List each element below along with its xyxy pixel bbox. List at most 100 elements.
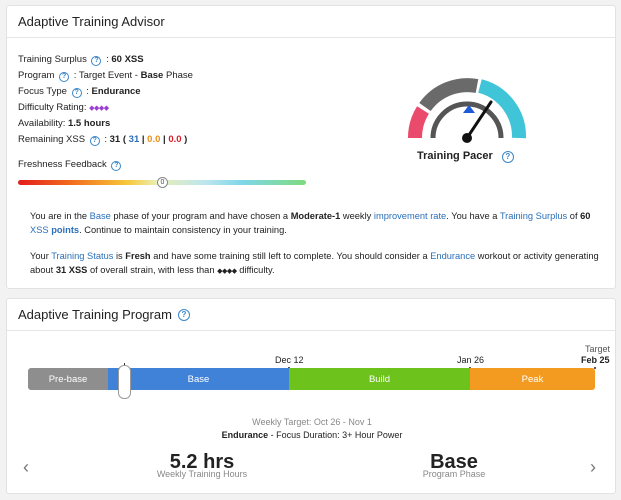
gauge-marker-icon: [463, 105, 475, 113]
phase-pre-base[interactable]: Pre-base: [28, 368, 108, 390]
focus-value: Endurance: [91, 86, 141, 97]
text: weekly: [340, 211, 374, 221]
adaptive-training-advisor-card: Adaptive Training Advisor Training Surpl…: [6, 5, 616, 289]
text: of overall strain, with less than: [87, 264, 218, 275]
gauge-inner-arc: [430, 101, 504, 139]
surplus-label: Training Surplus: [18, 54, 87, 65]
freshness-row: Freshness Feedback ?: [18, 159, 123, 171]
text: is: [113, 251, 126, 261]
pacer-label-text: Training Pacer: [417, 150, 493, 162]
remaining-a: 31: [128, 134, 140, 145]
focus-duration: Endurance - Focus Duration: 3+ Hour Powe…: [7, 430, 617, 440]
gauge-arc-red: [407, 106, 430, 139]
weekly-hours-value: 5.2 hrs: [169, 451, 235, 473]
difficulty-row: Difficulty Rating: ◆◆◆◆: [18, 102, 109, 113]
adaptive-training-program-card: Adaptive Training Program ? Dec 12 Jan 2…: [6, 298, 616, 494]
program-label: Program: [18, 70, 55, 81]
difficulty-diamonds-icon: ◆◆◆◆: [89, 105, 109, 112]
help-icon[interactable]: ?: [177, 308, 190, 321]
focus-bold: Endurance: [221, 430, 269, 440]
availability-row: Availability: 1.5 hours: [18, 118, 110, 129]
program-header: Adaptive Training Program ?: [7, 299, 615, 331]
text: and have some training still left to com…: [150, 251, 431, 261]
text: workout or activity generating about: [30, 251, 599, 275]
text: Base: [89, 211, 111, 221]
timeline-slider-handle[interactable]: [118, 365, 131, 399]
freshness-knob[interactable]: 0: [157, 177, 168, 188]
difficulty-diamonds-icon: ◆◆◆◆: [217, 267, 237, 275]
help-icon[interactable]: ?: [89, 136, 100, 146]
training-pacer-label: Training Pacer ?: [417, 150, 516, 163]
weekly-target: Weekly Target: Oct 26 - Nov 1: [252, 417, 372, 427]
advisor-paragraph-1: You are in the Base phase of your progra…: [30, 210, 600, 237]
help-icon[interactable]: ?: [59, 72, 70, 82]
training-surplus-link[interactable]: Training Surplus: [499, 211, 568, 221]
marker-dot: [594, 367, 596, 369]
remaining-xss-row: Remaining XSS ? : 31 ( 31 | 0.0 | 0.0 ): [18, 134, 188, 146]
text: You are in the: [30, 211, 90, 221]
marker-jan: Jan 26: [457, 355, 485, 365]
advisor-title: Adaptive Training Advisor: [18, 14, 165, 29]
text: . Continue to maintain consistency in yo…: [79, 224, 287, 235]
program-event: Target Event: [78, 70, 133, 81]
help-icon[interactable]: ?: [71, 88, 82, 98]
program-row: Program ? : Target Event - Base Phase: [18, 70, 193, 82]
program-phase: Base: [140, 70, 164, 81]
gauge-hub: [462, 133, 472, 143]
text: 31 XSS: [55, 264, 88, 275]
phase-label: Pre-base: [48, 373, 88, 385]
text: phase of your program and have chosen a: [110, 211, 291, 221]
improvement-rate-link[interactable]: improvement rate: [373, 211, 447, 221]
text: Your: [30, 251, 52, 261]
surplus-value: 60 XSS: [111, 54, 144, 65]
prev-week-chevron-icon[interactable]: ‹: [23, 457, 29, 477]
availability-value: 1.5 hours: [68, 118, 111, 129]
program-phase-suffix: Phase: [163, 70, 193, 81]
help-icon[interactable]: ?: [91, 56, 102, 66]
gauge-arc-cyan: [477, 79, 526, 139]
remaining-label: Remaining XSS: [18, 134, 86, 145]
text: . You have a: [446, 211, 500, 221]
availability-label: Availability:: [18, 118, 66, 129]
phase-label: Peak: [521, 373, 544, 385]
text: 60: [580, 211, 591, 221]
text: difficulty.: [236, 264, 275, 275]
text: of: [567, 211, 581, 221]
program-phase-value: Base: [430, 451, 478, 473]
text: Fresh: [125, 251, 151, 261]
program-phase-label: Program Phase: [422, 469, 486, 479]
difficulty-label: Difficulty Rating:: [18, 102, 87, 113]
remaining-b: 0.0: [147, 134, 161, 145]
help-icon[interactable]: ?: [111, 161, 122, 171]
phase-peak[interactable]: Peak: [470, 368, 595, 390]
advisor-header: Adaptive Training Advisor: [7, 6, 615, 38]
endurance-link[interactable]: Endurance: [430, 251, 476, 261]
focus-type-row: Focus Type ? : Endurance: [18, 86, 141, 98]
focus-rest: - Focus Duration: 3+ Hour Power: [268, 430, 403, 440]
help-icon[interactable]: ?: [501, 151, 514, 163]
phase-label: Base: [187, 373, 210, 385]
program-dash: -: [132, 70, 141, 81]
gauge-arc-gray: [419, 78, 479, 112]
remaining-total: 31: [109, 134, 121, 145]
marker-dec: Dec 12: [275, 355, 304, 365]
freshness-label: Freshness Feedback: [18, 159, 107, 170]
focus-label: Focus Type: [18, 86, 67, 97]
next-week-chevron-icon[interactable]: ›: [590, 457, 596, 477]
gauge-needle: [465, 100, 493, 140]
marker-target-label: Target: [585, 344, 611, 354]
program-title: Adaptive Training Program: [18, 307, 172, 322]
phase-build[interactable]: Build: [289, 368, 470, 390]
weekly-hours-label: Weekly Training Hours: [156, 469, 248, 479]
phase-base[interactable]: Base: [108, 368, 289, 390]
advisor-paragraph-2: Your Training Status is Fresh and have s…: [30, 250, 600, 278]
training-pacer-gauge: [407, 78, 526, 143]
remaining-c: 0.0: [168, 134, 182, 145]
phase-label: Build: [368, 373, 391, 385]
training-surplus-row: Training Surplus ? : 60 XSS: [18, 54, 144, 66]
training-status-link[interactable]: Training Status: [51, 251, 114, 261]
xss-link[interactable]: XSS: [30, 224, 49, 235]
marker-feb: Feb 25: [581, 355, 610, 365]
text: Moderate-1: [290, 211, 341, 221]
text: points: [51, 224, 80, 235]
